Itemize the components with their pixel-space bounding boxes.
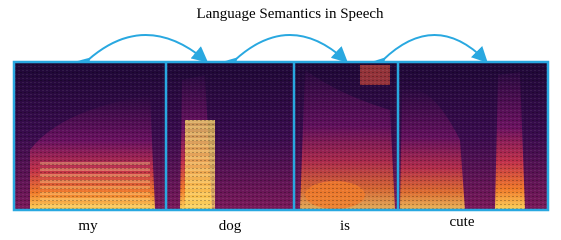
semantic-arrows — [88, 35, 485, 60]
word-label: dog — [219, 218, 242, 234]
word-label: is — [340, 218, 350, 234]
word-label: cute — [450, 214, 475, 230]
title: Language Semantics in Speech — [196, 6, 384, 22]
diagram: Language Semantics in Speech my dog is c… — [0, 0, 561, 240]
word-label: my — [78, 218, 98, 234]
spectrogram — [14, 62, 548, 210]
